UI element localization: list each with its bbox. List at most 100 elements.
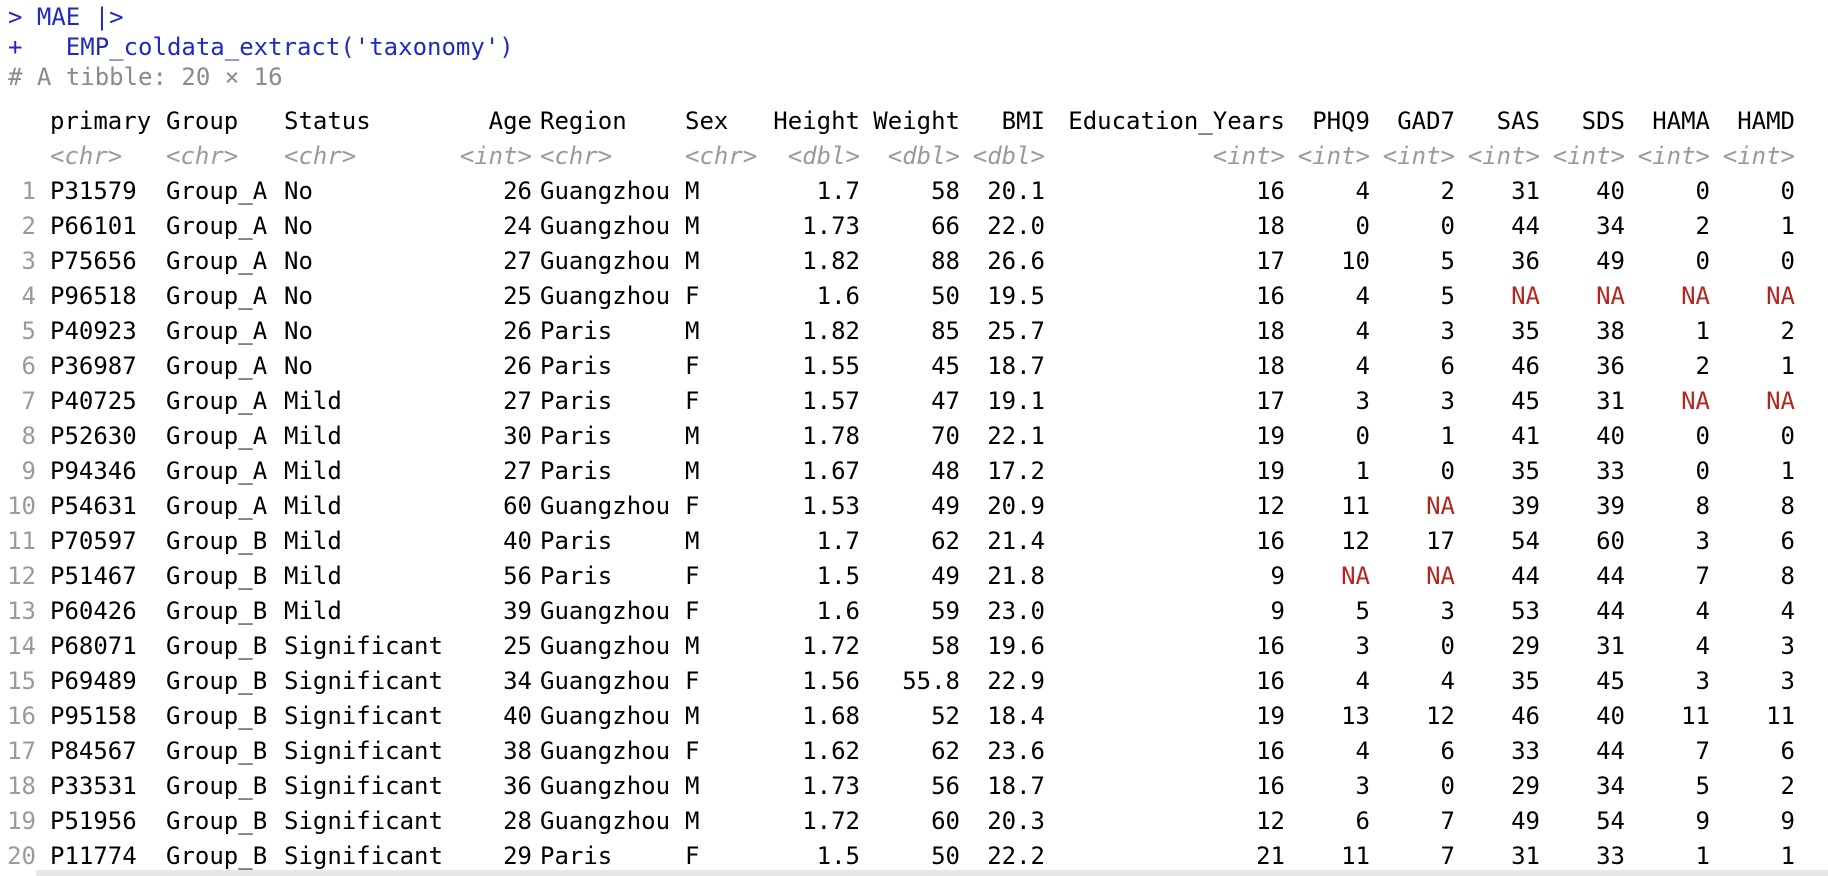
cell-primary: P40923 (50, 317, 137, 345)
table-row: 6 P36987 Group_A No 26 Paris F 1.55 45 18.7 18 4 6 46… (0, 349, 1828, 384)
cell-sex: M (685, 527, 700, 555)
cell-sds: 33 (1596, 842, 1625, 870)
cell-age: 56 (503, 562, 532, 590)
cell-bmi: 21.4 (987, 527, 1045, 555)
row-number: 8 (21, 422, 36, 450)
cell-hama: 11 (1681, 702, 1710, 730)
cell-education-years: 16 (1256, 737, 1285, 765)
table-row: 3 P75656 Group_A No 27 Guangzhou M 1.82 88 26.6 17… (0, 244, 1828, 279)
cell-hama: 0 (1695, 422, 1710, 450)
cell-education-years: 16 (1256, 632, 1285, 660)
cell-region: Paris (540, 457, 613, 485)
table-row: 19 P51956 Group_B Significant 28 Guangzhou M 1.… (0, 804, 1828, 839)
cell-sds: 49 (1596, 247, 1625, 275)
cell-bmi: 22.9 (987, 667, 1045, 695)
cell-phq9: 5 (1355, 597, 1370, 625)
cell-region: Guangzhou (540, 807, 671, 835)
column-type-status: <chr> (284, 142, 357, 170)
cell-sds: 40 (1596, 177, 1625, 205)
column-type-hama: <int> (1637, 142, 1710, 170)
cell-phq9: 4 (1355, 352, 1370, 380)
cell-sex: F (685, 737, 700, 765)
column-header-group: Group (166, 107, 239, 135)
column-type-weight: <dbl> (887, 142, 960, 170)
table-row: 1 P31579 Group_A No 26 Guangzhou M 1.7 58 20.1 16 4… (0, 174, 1828, 209)
cell-weight: 66 (931, 212, 960, 240)
row-number: 5 (21, 317, 36, 345)
cell-group: Group_B (166, 667, 268, 695)
cell-age: 27 (503, 247, 532, 275)
cell-status: Mild (284, 457, 342, 485)
cell-region: Guangzhou (540, 772, 671, 800)
cell-weight: 48 (931, 457, 960, 485)
cell-hama: 5 (1695, 772, 1710, 800)
cell-hama: 3 (1695, 527, 1710, 555)
cell-region: Guangzhou (540, 632, 671, 660)
cell-weight: 56 (931, 772, 960, 800)
cell-bmi: 18.4 (987, 702, 1045, 730)
cell-hama: 0 (1695, 457, 1710, 485)
cell-education-years: 19 (1256, 422, 1285, 450)
row-number: 3 (21, 247, 36, 275)
cell-primary: P96518 (50, 282, 137, 310)
cell-gad7: 3 (1440, 597, 1455, 625)
cell-bmi: 20.9 (987, 492, 1045, 520)
cell-hama: 1 (1695, 317, 1710, 345)
cell-bmi: 19.5 (987, 282, 1045, 310)
cell-primary: P94346 (50, 457, 137, 485)
cell-sds: 33 (1596, 457, 1625, 485)
cell-age: 34 (503, 667, 532, 695)
row-number: 16 (7, 702, 36, 730)
cell-gad7: 17 (1426, 527, 1455, 555)
cell-sds: 38 (1596, 317, 1625, 345)
cell-sds: 54 (1596, 807, 1625, 835)
cell-status: No (284, 282, 313, 310)
cell-hamd: NA (1766, 387, 1795, 415)
tibble-header: # A tibble: 20 × 16 (8, 63, 283, 91)
cell-sex: F (685, 562, 700, 590)
cell-status: No (284, 317, 313, 345)
column-header-sas: SAS (1496, 107, 1540, 135)
cell-group: Group_B (166, 772, 268, 800)
row-number: 1 (21, 177, 36, 205)
cell-status: No (284, 212, 313, 240)
cell-sas: 31 (1511, 842, 1540, 870)
cell-height: 1.7 (816, 177, 860, 205)
cell-group: Group_A (166, 422, 268, 450)
cell-status: Mild (284, 422, 342, 450)
cell-primary: P52630 (50, 422, 137, 450)
cell-primary: P36987 (50, 352, 137, 380)
cell-sds: 40 (1596, 422, 1625, 450)
cell-status: Significant (284, 632, 443, 660)
cell-education-years: 17 (1256, 387, 1285, 415)
cell-status: No (284, 247, 313, 275)
table-row: 13 P60426 Group_B Mild 39 Guangzhou F 1.6 59 23.0… (0, 594, 1828, 629)
cell-sex: M (685, 807, 700, 835)
cell-hama: 4 (1695, 597, 1710, 625)
column-type-sds: <int> (1552, 142, 1625, 170)
cell-sex: M (685, 702, 700, 730)
cell-group: Group_A (166, 282, 268, 310)
cell-sds: 36 (1596, 352, 1625, 380)
cell-height: 1.5 (816, 842, 860, 870)
cell-hamd: 4 (1780, 597, 1795, 625)
cell-weight: 52 (931, 702, 960, 730)
cell-hamd: 2 (1780, 317, 1795, 345)
cell-group: Group_B (166, 597, 268, 625)
cell-region: Paris (540, 422, 613, 450)
cell-sds: 31 (1596, 387, 1625, 415)
cell-height: 1.72 (802, 632, 860, 660)
cell-sds: 31 (1596, 632, 1625, 660)
cell-sds: 40 (1596, 702, 1625, 730)
cell-bmi: 21.8 (987, 562, 1045, 590)
cell-sas: 44 (1511, 212, 1540, 240)
horizontal-scrollbar[interactable] (36, 870, 1828, 876)
cell-region: Guangzhou (540, 667, 671, 695)
cell-height: 1.82 (802, 247, 860, 275)
cell-height: 1.6 (816, 282, 860, 310)
cell-gad7: 5 (1440, 282, 1455, 310)
column-header-hama: HAMA (1652, 107, 1710, 135)
column-type-primary: <chr> (50, 142, 123, 170)
cell-bmi: 18.7 (987, 772, 1045, 800)
